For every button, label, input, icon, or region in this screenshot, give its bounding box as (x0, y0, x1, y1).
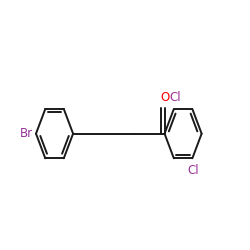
Text: Cl: Cl (188, 164, 200, 177)
Text: O: O (160, 91, 169, 104)
Text: Br: Br (20, 127, 33, 140)
Text: Cl: Cl (169, 90, 181, 104)
